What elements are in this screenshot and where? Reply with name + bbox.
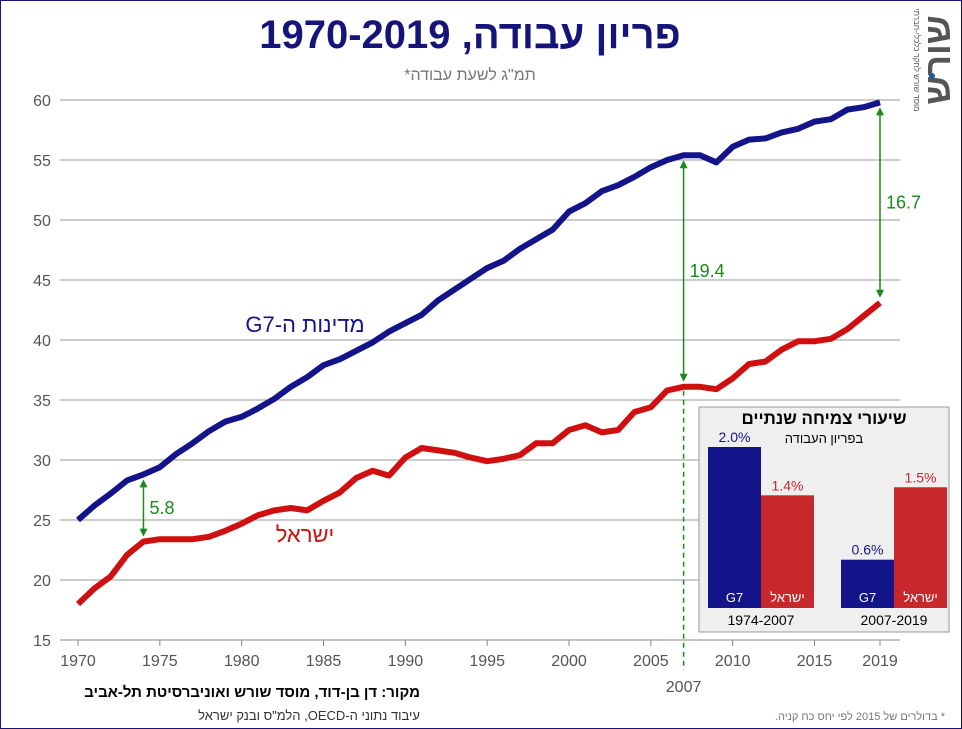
logo-tagline: מוסד שורש לחקר כלכלי-חברתי (912, 8, 921, 111)
gap-label: 16.7 (886, 193, 921, 213)
y-tick-label: 25 (33, 513, 51, 530)
logo-wordmark: שורש (917, 15, 958, 105)
inset-bar-value: 0.6% (852, 542, 884, 558)
x-tick-label: 2019 (862, 653, 898, 670)
x-tick-label: 2005 (633, 653, 669, 670)
gap-label: 19.4 (690, 261, 725, 281)
inset-bar-value: 1.5% (905, 469, 937, 485)
inset-bar-value: 2.0% (719, 429, 751, 445)
footer-processing: עיבוד נתוני ה-OECD, הלמ"ס ובנק ישראל (198, 708, 420, 723)
footer-source: מקור: דן בן-דוד, מוסד שורש ואוניברסיטת ת… (84, 684, 420, 701)
series-line-1 (75, 300, 882, 607)
x-tick-label: 2000 (551, 653, 587, 670)
logo-tagline-text: מוסד שורש לחקר כלכלי-חברתי (912, 8, 921, 111)
arrow-head-down (139, 528, 148, 537)
x-tick-label: 1980 (224, 653, 260, 670)
inset-bar (761, 495, 814, 608)
footer-note: * בדולרים של 2015 לפי יחס כח קניה. (775, 710, 946, 723)
series-lines (75, 99, 882, 607)
y-tick-label: 20 (33, 573, 51, 590)
y-tick-label: 60 (33, 93, 51, 110)
y-tick-label: 50 (33, 213, 51, 230)
x-tick-label: 2015 (797, 653, 833, 670)
series-label-israel: ישראל (276, 522, 335, 547)
y-tick-label: 45 (33, 273, 51, 290)
inset-bar-chart: שיעורי צמיחה שנתיים בפריון העבודה 2.0% G7… (698, 406, 950, 633)
inset-bar-series: G7 (726, 590, 743, 605)
marker-line-label: 2007 (666, 679, 702, 696)
x-tick-label: 1990 (388, 653, 424, 670)
y-tick-label: 35 (33, 393, 51, 410)
chart-title: פריון עבודה, 1970-2019 (259, 13, 681, 57)
x-tick-label: 1995 (469, 653, 505, 670)
y-tick-label: 40 (33, 333, 51, 350)
inset-period-label: 1974-2007 (728, 612, 795, 628)
annotations: 2007 5.8 19.4 16.7 (139, 107, 921, 696)
x-tick-label: 1970 (60, 653, 96, 670)
arrow-head-up (139, 479, 148, 488)
arrow-head-down (679, 373, 688, 382)
x-tick-label: 1975 (142, 653, 178, 670)
logo-dot (929, 73, 935, 79)
inset-bar-series: G7 (859, 590, 876, 605)
y-tick-label: 15 (33, 633, 51, 650)
x-tick-label: 2010 (715, 653, 751, 670)
inset-bar (894, 487, 947, 608)
inset-bar-series: ישראל (770, 590, 805, 605)
arrow-head-down (876, 289, 884, 298)
grid: 15 20 25 30 35 40 45 50 55 60 1970 1975 1980 1985 1990… (33, 93, 900, 670)
series-label-g7: מדינות ה-G7 (245, 312, 364, 337)
arrow-head-up (876, 107, 884, 116)
y-tick-label: 55 (33, 153, 51, 170)
x-tick-label: 1985 (306, 653, 342, 670)
series-line-0 (76, 99, 881, 523)
gap-label: 5.8 (149, 498, 174, 518)
inset-bar-value: 1.4% (772, 477, 804, 493)
inset-bar (708, 447, 761, 608)
logo-mark: שורש (917, 15, 958, 105)
arrow-head-up (679, 160, 688, 169)
inset-title: שיעורי צמיחה שנתיים (741, 409, 906, 428)
y-tick-label: 30 (33, 453, 51, 470)
inset-bar (841, 559, 894, 608)
chart-subtitle: תמ"ג לשעת עבודה* (404, 66, 536, 84)
inset-subtitle: בפריון העבודה (785, 431, 864, 446)
inset-period-label: 2007-2019 (861, 612, 928, 628)
inset-bar-series: ישראל (903, 590, 938, 605)
